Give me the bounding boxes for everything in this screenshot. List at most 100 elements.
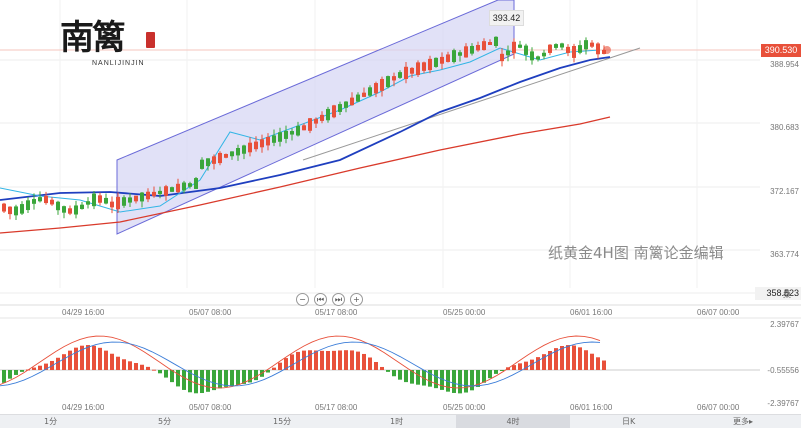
- candle: [230, 151, 234, 157]
- step-forward-button[interactable]: ⏭: [332, 293, 345, 306]
- x-tick: 05/17 08:00: [315, 308, 358, 317]
- macd-bar: [98, 347, 102, 370]
- logo: 南篱 NANLIJINJIN: [60, 18, 160, 70]
- candle: [98, 195, 102, 203]
- timeframe-1min[interactable]: 1分: [44, 417, 58, 426]
- candle: [38, 197, 42, 202]
- macd-bar: [380, 366, 384, 370]
- candle: [356, 94, 360, 102]
- candle: [434, 57, 438, 67]
- macd-bar: [470, 370, 474, 391]
- macd-bar: [236, 370, 240, 385]
- macd-bar: [182, 370, 186, 390]
- x-tick: 05/25 00:00: [443, 308, 486, 317]
- macd-bar: [332, 350, 336, 370]
- macd-bar: [212, 370, 216, 391]
- macd-bar: [254, 370, 258, 381]
- y-tick: 372.167: [770, 187, 799, 196]
- candle: [266, 136, 270, 146]
- macd-bar: [440, 370, 444, 390]
- macd-bar: [356, 351, 360, 370]
- candle: [362, 92, 366, 97]
- candle: [110, 201, 114, 208]
- candle: [428, 58, 432, 71]
- macd-bar: [68, 350, 72, 370]
- candle: [332, 105, 336, 118]
- candle: [308, 118, 312, 131]
- candle: [2, 203, 6, 212]
- candle: [116, 196, 120, 210]
- macd-bar: [146, 366, 150, 370]
- macd-bar: [452, 370, 456, 393]
- candle: [560, 43, 564, 48]
- macd-bar: [290, 354, 294, 370]
- candle: [464, 46, 468, 58]
- macd-bar: [338, 350, 342, 370]
- zoom-in-button[interactable]: +: [350, 293, 363, 306]
- macd-bar: [296, 351, 300, 370]
- x-tick: 04/29 16:00: [62, 308, 105, 317]
- candle: [536, 56, 540, 60]
- candle: [182, 182, 186, 191]
- macd-bar: [134, 363, 138, 370]
- candle: [398, 72, 402, 78]
- candle: [68, 208, 72, 214]
- macd-bar: [224, 370, 228, 387]
- candle: [200, 159, 204, 169]
- candle: [590, 42, 594, 47]
- step-back-button[interactable]: ⏮: [314, 293, 327, 306]
- macd-bar: [542, 354, 546, 370]
- candle: [212, 156, 216, 164]
- macd-bar: [176, 370, 180, 387]
- zoom-out-button[interactable]: −: [296, 293, 309, 306]
- macd-bar: [596, 357, 600, 370]
- macd-bar: [242, 370, 246, 384]
- timeframe-daily[interactable]: 日K: [622, 417, 636, 426]
- candle: [584, 40, 588, 50]
- candle: [578, 45, 582, 53]
- candle: [512, 41, 516, 54]
- macd-bar: [32, 367, 36, 370]
- macd-bar: [302, 350, 306, 370]
- candle: [548, 44, 552, 53]
- macd-bar: [416, 370, 420, 385]
- candle: [554, 44, 558, 48]
- candle: [296, 125, 300, 136]
- macd-bar: [86, 345, 90, 370]
- macd-bar: [14, 370, 18, 375]
- macd-bar: [494, 370, 498, 374]
- candle: [320, 114, 324, 121]
- macd-bar: [278, 362, 282, 370]
- macd-bar: [536, 357, 540, 370]
- macd-bar: [590, 353, 594, 370]
- candle: [158, 190, 162, 195]
- macd-y-tick: -0.55556: [767, 366, 799, 375]
- macd-bar: [320, 350, 324, 370]
- macd-x-tick: 05/25 00:00: [443, 403, 486, 412]
- candle: [56, 201, 60, 211]
- candle: [224, 154, 228, 158]
- candle: [290, 131, 294, 135]
- macd-bar: [128, 361, 132, 370]
- candle: [422, 62, 426, 71]
- timeframe-15min[interactable]: 15分: [273, 417, 292, 426]
- timeframe-1h[interactable]: 1时: [390, 417, 404, 426]
- candle: [26, 200, 30, 211]
- macd-bar: [158, 370, 162, 374]
- macd-bar: [194, 370, 198, 394]
- candle: [488, 41, 492, 46]
- candle: [452, 50, 456, 63]
- timeframe-5min[interactable]: 5分: [158, 417, 172, 426]
- candle: [218, 152, 222, 164]
- candle: [440, 56, 444, 64]
- candle: [20, 204, 24, 214]
- macd-y-tick: -2.39767: [767, 399, 799, 408]
- macd-bar: [458, 370, 462, 394]
- candle: [572, 46, 576, 58]
- timeframe-4h[interactable]: 4时: [456, 415, 570, 428]
- macd-bar: [230, 370, 234, 386]
- macd-bar: [350, 350, 354, 370]
- macd-bar: [308, 350, 312, 370]
- macd-bar: [272, 367, 276, 370]
- more-button[interactable]: 更多▸: [732, 417, 753, 426]
